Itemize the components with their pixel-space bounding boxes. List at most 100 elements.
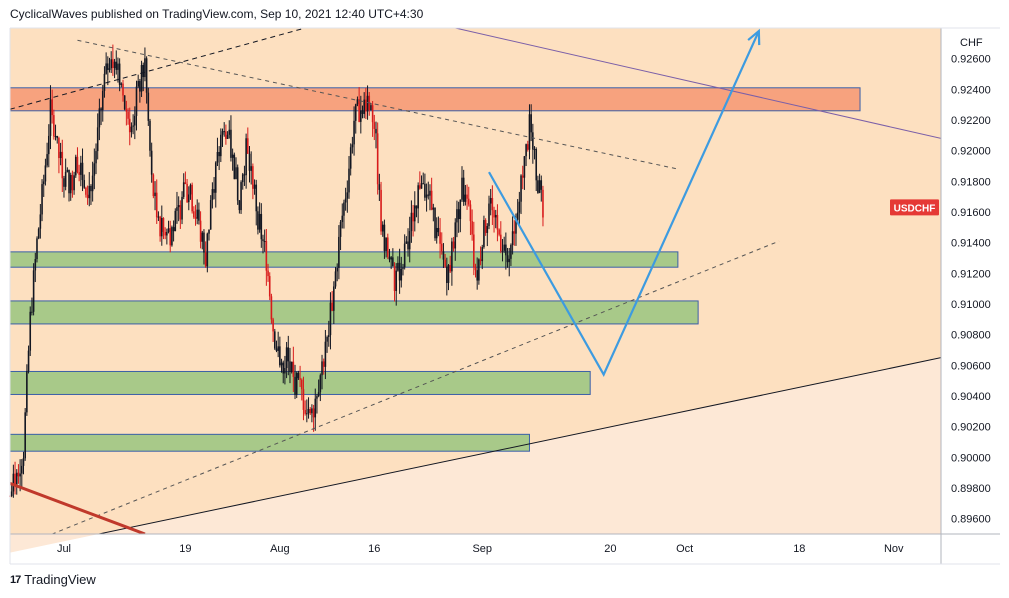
candle-body <box>388 256 391 260</box>
candle-body <box>69 174 72 194</box>
candle-body <box>538 180 541 193</box>
candle-body <box>393 266 396 292</box>
candle-body <box>540 180 543 190</box>
candle-body <box>10 491 13 496</box>
candle-body <box>297 372 300 379</box>
candle-body <box>147 92 150 121</box>
candle-body <box>420 183 423 189</box>
candle-body <box>422 183 425 185</box>
candle-body <box>255 184 258 212</box>
candle-body <box>446 266 448 283</box>
candle-body <box>128 118 131 133</box>
x-tick-label: 20 <box>604 543 616 555</box>
candle-body <box>209 200 212 230</box>
x-tick-label: 19 <box>179 543 191 555</box>
candle-body <box>478 259 480 281</box>
candle-body <box>91 175 94 192</box>
candle-body <box>68 169 70 194</box>
candle-body <box>34 258 37 271</box>
candle-body <box>64 171 67 187</box>
candle-body <box>351 144 354 148</box>
tradingview-footer[interactable]: 17 TradingView <box>10 572 96 587</box>
candle-body <box>218 152 220 157</box>
candle-body <box>501 250 504 252</box>
candle-body <box>115 61 118 70</box>
candle-body <box>461 177 463 200</box>
candle-body <box>525 144 527 157</box>
y-tick-label: 0.91000 <box>951 299 991 311</box>
y-tick-label: 0.90400 <box>951 391 991 403</box>
candle-body <box>484 220 487 233</box>
candle-body <box>506 255 509 263</box>
candle-body <box>518 201 521 213</box>
candle-body <box>112 59 114 69</box>
candle-body <box>17 472 20 477</box>
candle-body <box>353 120 355 145</box>
candle-body <box>172 227 175 232</box>
candle-body <box>526 144 529 150</box>
price-chart[interactable]: 0.92600 0.92400 0.92200 0.92000 0.91800 0.916… <box>0 0 1009 570</box>
candle-body <box>22 458 25 466</box>
candle-body <box>479 259 482 262</box>
candle-body <box>295 372 298 395</box>
candle-body <box>166 231 168 236</box>
candle-body <box>252 166 254 189</box>
currency-label: CHF <box>960 37 983 49</box>
candle-body <box>21 465 23 474</box>
candle-body <box>400 268 403 281</box>
candle-body <box>344 198 347 203</box>
candle-body <box>44 165 47 182</box>
candle-body <box>413 205 416 222</box>
candle-body <box>363 99 365 114</box>
candle-body <box>513 231 516 234</box>
candle-body <box>339 222 342 237</box>
trendline-thick-5 <box>10 481 146 534</box>
symbol-label: USDCHF <box>894 203 936 214</box>
candle-body <box>349 147 352 169</box>
candle-body <box>238 200 241 211</box>
candle-body <box>26 371 28 413</box>
candle-body <box>425 194 428 198</box>
candle-body <box>98 108 101 128</box>
candle-body <box>307 408 310 414</box>
candle-body <box>167 228 170 232</box>
candle-body <box>456 209 458 223</box>
candle-body <box>118 63 121 85</box>
y-tick-label: 0.91600 <box>951 207 991 219</box>
candle-body <box>324 341 327 367</box>
candle-body <box>515 219 517 234</box>
trendlines <box>10 28 941 534</box>
x-tick-label: Jul <box>57 543 71 555</box>
candle-body <box>494 214 497 218</box>
candle-body <box>419 185 421 189</box>
candle-body <box>407 241 409 250</box>
trendline-solid-3 <box>96 357 941 534</box>
candle-body <box>154 192 156 197</box>
candle-body <box>449 265 452 272</box>
candle-body <box>36 238 38 259</box>
y-tick-label: 0.92000 <box>951 146 991 158</box>
candle-body <box>311 408 313 414</box>
candle-body <box>300 379 303 390</box>
candle-body <box>491 198 494 211</box>
candle-body <box>223 131 225 133</box>
candle-body <box>260 213 263 240</box>
y-tick-label: 0.92200 <box>951 115 991 127</box>
trendline-dashed-1 <box>77 39 678 170</box>
candle-body <box>54 135 57 137</box>
candle-body <box>366 95 369 112</box>
candle-body <box>27 350 30 372</box>
candle-body <box>105 63 107 74</box>
candle-body <box>386 237 389 257</box>
symbol-badge <box>890 199 939 216</box>
candle-body <box>378 184 381 190</box>
support-zone-2 <box>9 300 699 325</box>
candle-body <box>270 296 273 320</box>
candle-body <box>467 198 470 205</box>
candle-body <box>247 138 249 154</box>
candle-body <box>47 135 50 155</box>
candle-body <box>496 214 499 230</box>
candle-body <box>474 267 477 271</box>
candle-body <box>285 347 288 369</box>
candle-body <box>267 270 269 277</box>
